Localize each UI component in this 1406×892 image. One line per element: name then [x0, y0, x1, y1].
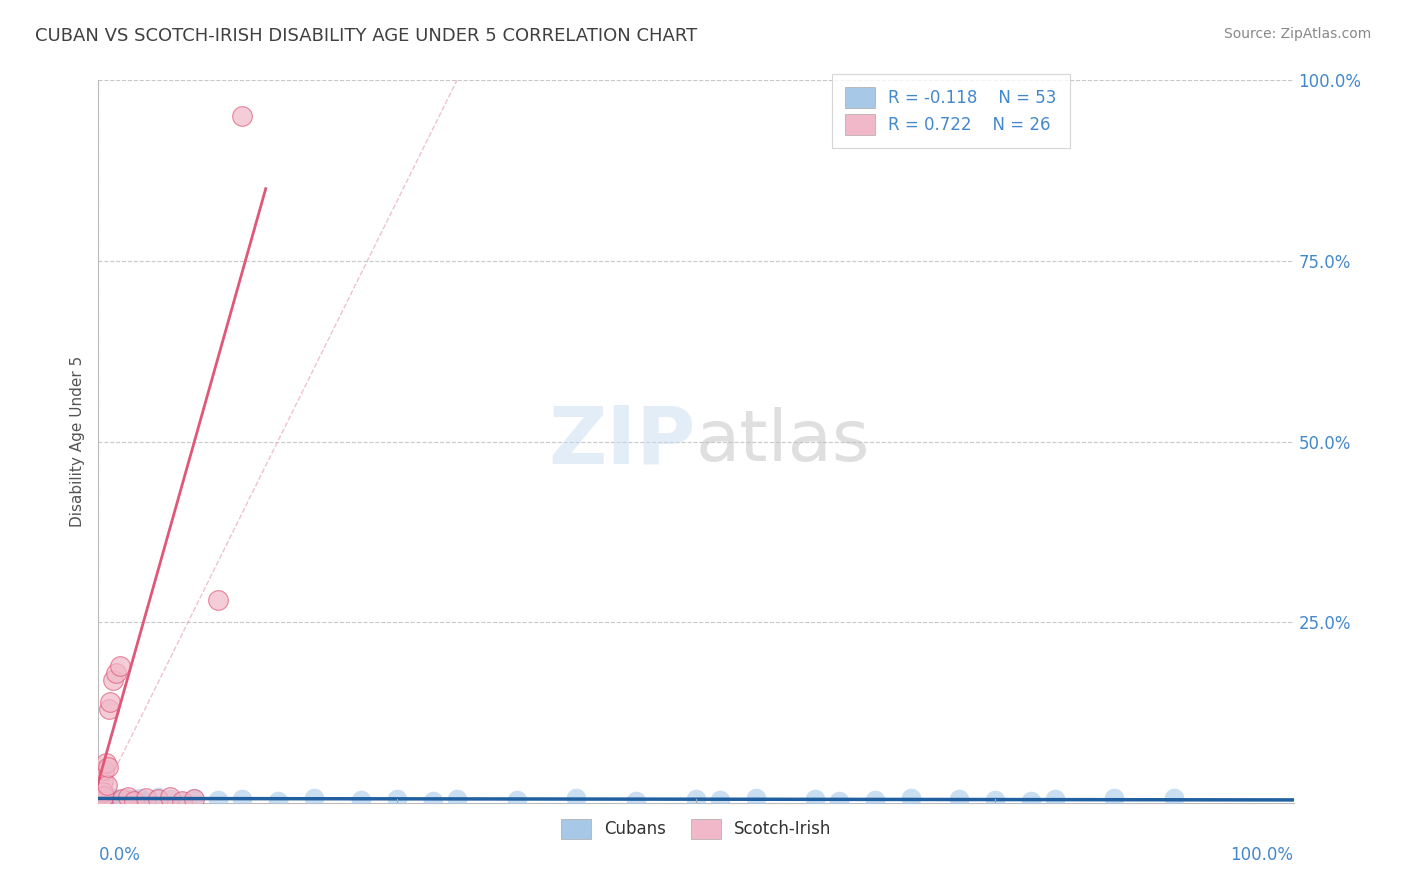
Point: [94, 793, 117, 807]
Point: [350, 793, 373, 807]
Point: [111, 792, 134, 806]
Text: 0.0%: 0.0%: [98, 847, 141, 864]
Point: [103, 791, 125, 805]
Point: [93, 794, 115, 808]
Point: [93, 789, 115, 803]
Point: [1104, 790, 1126, 805]
Point: [91, 785, 114, 799]
Point: [97, 794, 120, 808]
Point: [183, 791, 205, 805]
Point: [96, 794, 118, 808]
Point: [91, 774, 114, 789]
Point: [745, 791, 768, 805]
Point: [98, 702, 121, 716]
Point: [709, 793, 731, 807]
Point: [804, 792, 827, 806]
Point: [1043, 792, 1066, 806]
Point: [111, 793, 134, 807]
Point: [101, 673, 124, 687]
Point: [91, 794, 114, 808]
Point: [172, 794, 194, 808]
Point: [96, 792, 118, 806]
Point: [1019, 794, 1042, 808]
Point: [94, 756, 117, 770]
Point: [506, 793, 529, 807]
Legend: Cubans, Scotch-Irish: Cubans, Scotch-Irish: [547, 805, 845, 852]
Point: [96, 778, 118, 792]
Point: [96, 790, 118, 805]
Point: [107, 792, 129, 806]
Text: ZIP: ZIP: [548, 402, 696, 481]
Point: [1163, 791, 1185, 805]
Point: [98, 790, 121, 805]
Point: [183, 792, 205, 806]
Text: CUBAN VS SCOTCH-IRISH DISABILITY AGE UNDER 5 CORRELATION CHART: CUBAN VS SCOTCH-IRISH DISABILITY AGE UND…: [35, 27, 697, 45]
Point: [94, 791, 117, 805]
Point: [207, 593, 229, 607]
Point: [91, 794, 114, 808]
Point: [446, 792, 468, 806]
Y-axis label: Disability Age Under 5: Disability Age Under 5: [69, 356, 84, 527]
Point: [90, 792, 112, 806]
Point: [984, 793, 1007, 807]
Point: [385, 792, 409, 806]
Point: [148, 792, 170, 806]
Point: [91, 790, 114, 805]
Point: [89, 792, 111, 806]
Point: [231, 792, 253, 806]
Point: [828, 794, 851, 808]
Point: [565, 791, 588, 805]
Point: [207, 793, 229, 807]
Point: [105, 665, 128, 680]
Point: [865, 793, 887, 807]
Point: [90, 794, 112, 808]
Point: [231, 109, 253, 123]
Point: [148, 790, 170, 805]
Point: [97, 793, 120, 807]
Text: Source: ZipAtlas.com: Source: ZipAtlas.com: [1223, 27, 1371, 41]
Point: [90, 790, 112, 805]
Point: [135, 791, 157, 805]
Point: [124, 794, 146, 808]
Point: [114, 790, 136, 805]
Text: atlas: atlas: [696, 407, 870, 476]
Text: 100.0%: 100.0%: [1230, 847, 1294, 864]
Point: [108, 658, 131, 673]
Point: [302, 791, 325, 805]
Point: [129, 791, 152, 805]
Point: [900, 791, 922, 805]
Point: [135, 793, 157, 807]
Point: [422, 794, 444, 808]
Point: [101, 793, 124, 807]
Point: [159, 790, 181, 805]
Point: [626, 794, 648, 808]
Point: [93, 764, 115, 778]
Point: [159, 792, 181, 806]
Point: [98, 792, 122, 806]
Point: [117, 790, 139, 805]
Point: [105, 794, 128, 808]
Point: [97, 760, 120, 774]
Point: [117, 794, 139, 808]
Point: [172, 794, 194, 808]
Point: [948, 792, 970, 806]
Point: [121, 792, 143, 806]
Point: [98, 695, 122, 709]
Point: [124, 794, 146, 808]
Point: [685, 792, 707, 806]
Point: [100, 794, 122, 808]
Point: [267, 794, 290, 808]
